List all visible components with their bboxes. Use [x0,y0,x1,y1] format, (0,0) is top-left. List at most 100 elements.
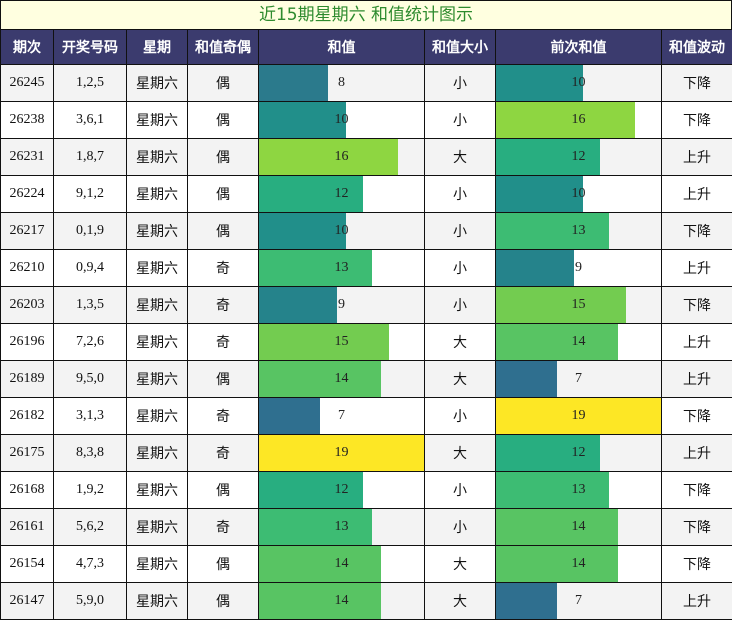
issue-cell: 26175 [1,435,54,472]
prev-sum-cell-value: 14 [496,334,661,350]
weekday-cell: 星期六 [127,472,188,509]
prev-sum-cell: 7 [496,361,662,398]
issue-cell: 26154 [1,546,54,583]
sum-cell: 13 [259,250,425,287]
sum-cell-value: 15 [259,334,424,350]
sum-cell-value: 14 [259,556,424,572]
size-cell: 大 [425,324,496,361]
header-size: 和值大小 [425,30,496,65]
prev-sum-cell: 19 [496,398,662,435]
prev-sum-cell: 14 [496,546,662,583]
numbers-cell: 1,8,7 [54,139,127,176]
size-cell: 小 [425,509,496,546]
trend-cell: 上升 [662,583,732,620]
sum-cell: 7 [259,398,425,435]
header-issue: 期次 [1,30,54,65]
weekday-cell: 星期六 [127,509,188,546]
parity-cell: 偶 [188,176,259,213]
prev-sum-cell: 13 [496,472,662,509]
issue-cell: 26182 [1,398,54,435]
issue-cell: 26189 [1,361,54,398]
trend-cell: 上升 [662,361,732,398]
prev-sum-cell: 13 [496,213,662,250]
issue-cell: 26196 [1,324,54,361]
sum-cell: 10 [259,102,425,139]
numbers-cell: 9,1,2 [54,176,127,213]
weekday-cell: 星期六 [127,213,188,250]
prev-sum-cell-value: 16 [496,112,661,128]
prev-sum-cell-value: 19 [496,408,661,424]
prev-sum-cell: 14 [496,324,662,361]
parity-cell: 偶 [188,546,259,583]
prev-sum-cell-value: 10 [496,75,661,91]
issue-cell: 26161 [1,509,54,546]
sum-cell-value: 19 [259,445,424,461]
sum-cell-value: 10 [259,223,424,239]
sum-cell: 12 [259,472,425,509]
issue-cell: 26147 [1,583,54,620]
weekday-cell: 星期六 [127,65,188,102]
size-cell: 大 [425,583,496,620]
sum-cell: 12 [259,176,425,213]
sum-cell-value: 8 [259,75,424,91]
parity-cell: 奇 [188,398,259,435]
prev-sum-cell: 9 [496,250,662,287]
trend-cell: 上升 [662,435,732,472]
header-trend: 和值波动 [662,30,732,65]
prev-sum-cell: 16 [496,102,662,139]
size-cell: 大 [425,361,496,398]
sum-cell: 9 [259,287,425,324]
issue-cell: 26210 [1,250,54,287]
prev-sum-cell: 10 [496,65,662,102]
issue-cell: 26231 [1,139,54,176]
numbers-cell: 0,1,9 [54,213,127,250]
prev-sum-cell-value: 14 [496,556,661,572]
weekday-cell: 星期六 [127,102,188,139]
numbers-cell: 3,1,3 [54,398,127,435]
sum-cell: 13 [259,509,425,546]
trend-cell: 上升 [662,139,732,176]
header-row: 期次 开奖号码 星期 和值奇偶 和值 和值大小 前次和值 和值波动 [1,30,732,65]
sum-cell-value: 12 [259,186,424,202]
weekday-cell: 星期六 [127,583,188,620]
sum-cell-value: 14 [259,593,424,609]
numbers-cell: 0,9,4 [54,250,127,287]
trend-cell: 下降 [662,398,732,435]
header-numbers: 开奖号码 [54,30,127,65]
trend-cell: 下降 [662,65,732,102]
sum-cell-value: 10 [259,112,424,128]
header-sum: 和值 [259,30,425,65]
issue-cell: 26217 [1,213,54,250]
weekday-cell: 星期六 [127,324,188,361]
sum-cell: 19 [259,435,425,472]
parity-cell: 奇 [188,509,259,546]
size-cell: 小 [425,176,496,213]
size-cell: 大 [425,139,496,176]
weekday-cell: 星期六 [127,361,188,398]
numbers-cell: 1,2,5 [54,65,127,102]
numbers-cell: 5,6,2 [54,509,127,546]
trend-cell: 下降 [662,472,732,509]
weekday-cell: 星期六 [127,435,188,472]
table-title: 近15期星期六 和值统计图示 [0,0,732,30]
trend-cell: 上升 [662,176,732,213]
prev-sum-cell-value: 13 [496,482,661,498]
header-prev-sum: 前次和值 [496,30,662,65]
size-cell: 小 [425,102,496,139]
parity-cell: 奇 [188,287,259,324]
sum-cell: 10 [259,213,425,250]
size-cell: 小 [425,398,496,435]
